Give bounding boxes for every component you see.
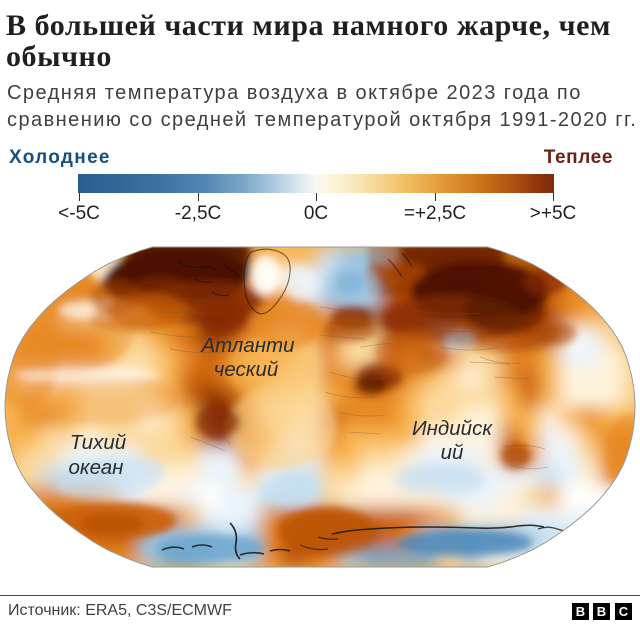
svg-text:ий: ий bbox=[441, 441, 464, 464]
svg-text:Атланти: Атланти bbox=[199, 334, 294, 357]
svg-text:ческий: ческий bbox=[214, 358, 279, 381]
svg-text:Тихий: Тихий bbox=[70, 431, 126, 454]
svg-text:Индийск: Индийск bbox=[412, 417, 493, 440]
svg-text:океан: океан bbox=[69, 456, 124, 479]
